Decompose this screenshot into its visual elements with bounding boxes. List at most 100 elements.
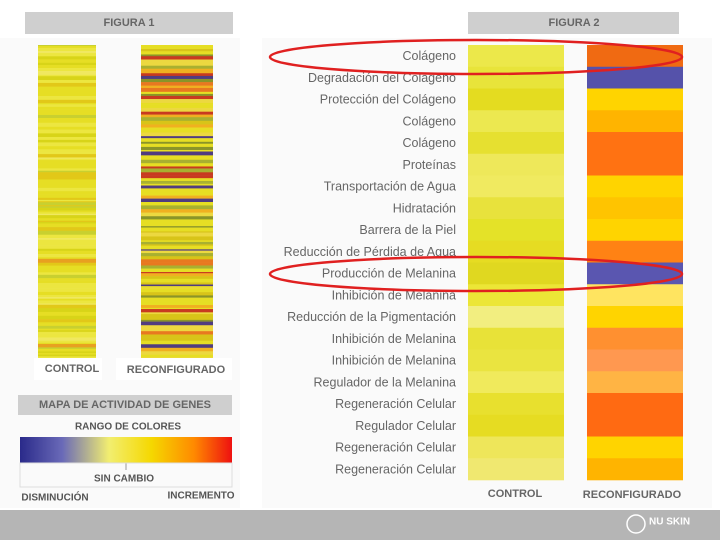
stripe	[141, 65, 213, 69]
stripe	[38, 213, 96, 216]
stripe	[38, 308, 96, 313]
stripe	[38, 206, 96, 209]
stripe	[38, 88, 96, 93]
stripe	[38, 291, 96, 296]
stripe	[141, 91, 213, 95]
stripe	[141, 75, 213, 80]
stripe	[38, 333, 96, 338]
reconfigured-cell	[587, 240, 683, 263]
reconfigured-stripes	[141, 45, 213, 359]
stripe	[38, 191, 96, 195]
reconfigured-cell	[587, 436, 683, 459]
stripe	[141, 198, 213, 203]
stripe	[38, 222, 96, 224]
stripe	[141, 272, 213, 274]
stripe	[141, 73, 213, 77]
stripe	[141, 305, 213, 309]
gene-label: Reducción de Pérdida de Agua	[284, 245, 456, 259]
stripe	[141, 327, 213, 332]
control-cell	[468, 132, 564, 155]
control-cell	[468, 197, 564, 220]
stripe	[38, 343, 96, 348]
stripe	[141, 195, 213, 199]
stripe	[141, 249, 213, 251]
stripe	[38, 342, 96, 345]
stripe	[141, 61, 213, 67]
gene-label: Regulador de la Melanina	[314, 375, 457, 389]
stripe	[141, 188, 213, 193]
reconfigured-cell	[587, 219, 683, 242]
stripe	[38, 64, 96, 69]
stripe	[141, 287, 213, 289]
stripe	[38, 254, 96, 258]
stripe	[141, 340, 213, 345]
stripe	[141, 286, 213, 288]
stripe	[38, 133, 96, 138]
stripe	[38, 126, 96, 130]
reconfigured-cell	[587, 66, 683, 89]
stripe	[38, 76, 96, 81]
stripe	[141, 265, 213, 269]
stripe	[38, 337, 96, 341]
stripe	[141, 120, 213, 125]
stripe	[38, 82, 96, 87]
stripe	[38, 269, 96, 273]
stripe	[38, 199, 96, 202]
stripe	[141, 227, 213, 232]
stripe	[141, 59, 213, 63]
stripe	[38, 157, 96, 160]
reconfigured-cell	[587, 175, 683, 198]
stripe	[38, 109, 96, 114]
stripe	[38, 288, 96, 293]
stripe	[141, 93, 213, 97]
stripe	[38, 348, 96, 352]
stripe	[38, 205, 96, 207]
stripe	[141, 309, 213, 313]
stripe	[38, 234, 96, 239]
stripe	[141, 68, 213, 72]
stripe	[141, 52, 213, 55]
stripe	[141, 56, 213, 60]
no-change-label: SIN CAMBIO	[94, 474, 154, 485]
stripe	[141, 325, 213, 329]
stripe	[38, 325, 96, 329]
stripe	[141, 212, 213, 217]
stripe	[141, 168, 213, 173]
reconfigured-label: RECONFIGURADO	[127, 364, 226, 376]
stripe	[38, 245, 96, 250]
stripe	[141, 114, 213, 118]
stripe	[141, 331, 213, 335]
stripe	[141, 276, 213, 280]
gene-label: Colágeno	[402, 49, 456, 63]
stripe	[141, 268, 213, 273]
stripe	[141, 45, 213, 50]
gene-label: Regeneración Celular	[335, 397, 456, 411]
figure1-title: FIGURA 1	[104, 17, 155, 29]
control-cell	[468, 284, 564, 307]
stripe	[141, 104, 213, 109]
stripe	[141, 78, 213, 83]
control-cell	[468, 262, 564, 285]
stripe	[38, 51, 96, 54]
stripe	[38, 353, 96, 355]
stripe	[38, 218, 96, 221]
stripe	[141, 232, 213, 237]
control-cell	[468, 458, 564, 481]
stripe	[38, 86, 96, 90]
stripe	[141, 183, 213, 186]
stripe	[38, 142, 96, 147]
control-cell	[468, 393, 564, 416]
stripe	[38, 47, 96, 52]
stripe	[38, 274, 96, 279]
control-cell	[468, 327, 564, 350]
stripe	[38, 215, 96, 219]
reconfigured-cell	[587, 132, 683, 155]
stripe	[38, 212, 96, 215]
stripe	[141, 351, 213, 355]
stripe	[38, 106, 96, 110]
stripe	[38, 136, 96, 141]
stripe	[141, 278, 213, 282]
gene-label: Transportación de Agua	[324, 180, 456, 194]
legend-title: MAPA DE ACTIVIDAD DE GENES	[39, 399, 211, 411]
